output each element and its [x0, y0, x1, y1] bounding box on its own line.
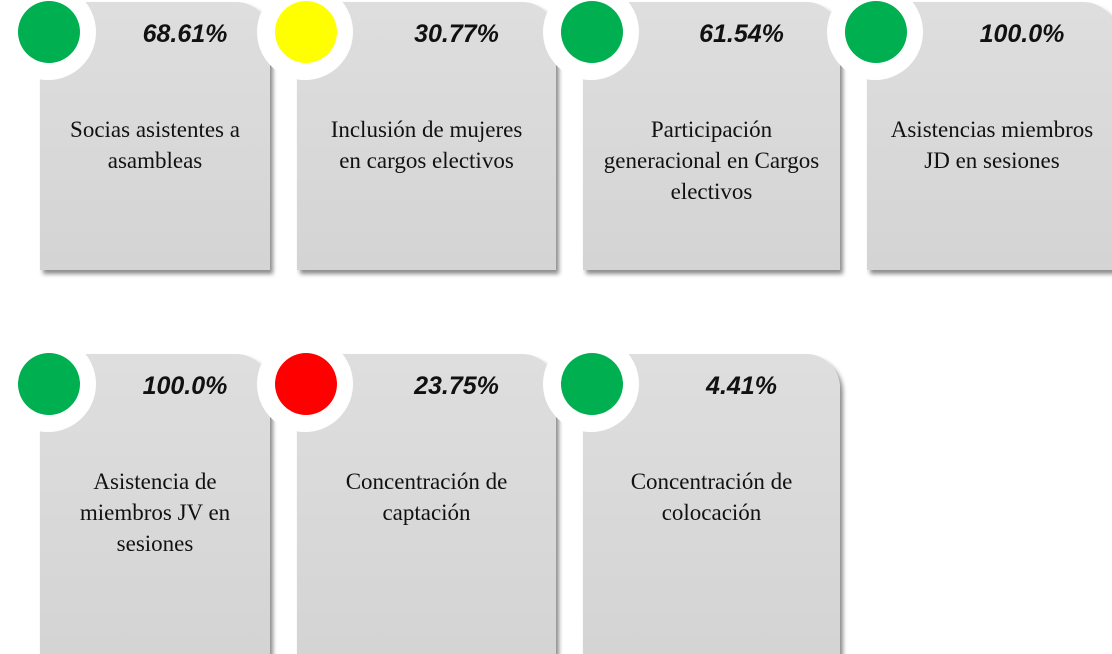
- kpi-value: 100.0%: [142, 372, 228, 400]
- kpi-label: Socias asistentes a asambleas: [70, 117, 240, 173]
- status-dot: [18, 1, 80, 63]
- kpi-label: Concentración de colocación: [630, 469, 793, 525]
- status-dot: [18, 353, 80, 415]
- kpi-label: Participación generacional en Cargos ele…: [603, 117, 820, 204]
- kpi-label: Concentración de captación: [345, 469, 508, 525]
- status-dot: [561, 353, 623, 415]
- status-dot: [275, 353, 337, 415]
- status-dot: [275, 1, 337, 63]
- kpi-value: 23.75%: [414, 372, 499, 400]
- status-dot: [561, 1, 623, 63]
- kpi-label: Asistencias miembros JD en sesiones: [890, 117, 1094, 173]
- kpi-value: 30.77%: [414, 20, 499, 48]
- kpi-value: 100.0%: [979, 20, 1065, 48]
- kpi-value: 68.61%: [142, 20, 228, 48]
- status-dot: [845, 1, 907, 63]
- kpi-label: Inclusión de mujeres en cargos electivos: [330, 117, 523, 173]
- kpi-label: Asistencia de miembros JV en sesiones: [79, 469, 231, 556]
- kpi-value: 61.54%: [699, 20, 784, 48]
- kpi-value: 4.41%: [706, 372, 777, 400]
- page: 68.61% Socias asistentes a asambleas 30.77…: [18, 1, 1112, 654]
